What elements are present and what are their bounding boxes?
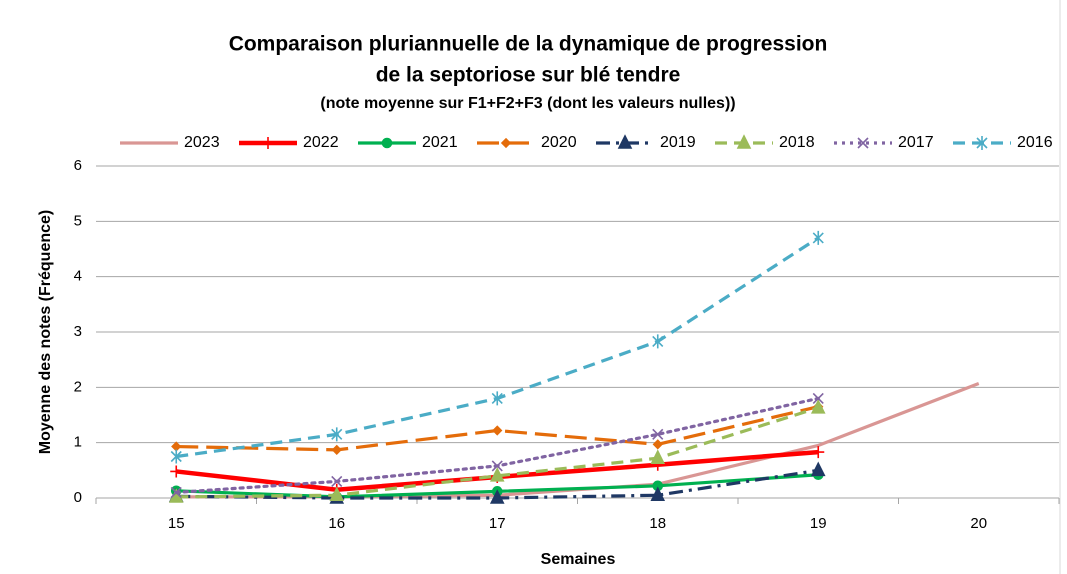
marker xyxy=(736,134,752,149)
legend-label: 2023 xyxy=(184,134,220,151)
marker xyxy=(331,475,343,487)
marker xyxy=(652,428,664,440)
x-tick-label: 15 xyxy=(168,515,185,532)
marker xyxy=(652,439,663,450)
marker xyxy=(617,134,633,149)
y-tick-label: 4 xyxy=(74,268,82,285)
marker xyxy=(650,486,666,502)
marker xyxy=(976,136,988,150)
marker xyxy=(857,137,869,149)
marker xyxy=(810,461,826,477)
marker xyxy=(812,392,824,404)
chart-subtitle: (note moyenne sur F1+F2+F3 (dont les val… xyxy=(320,95,735,112)
marker xyxy=(810,399,826,414)
marker xyxy=(812,446,825,459)
marker xyxy=(262,137,274,149)
legend-label: 2018 xyxy=(779,134,815,151)
chart-title: Comparaison pluriannuelle de la dynamiqu… xyxy=(229,33,828,56)
series-line xyxy=(176,406,819,499)
legend-label: 2019 xyxy=(660,134,696,151)
series-line xyxy=(176,236,820,459)
series-line xyxy=(176,405,819,452)
marker xyxy=(329,486,345,502)
marker xyxy=(491,460,503,472)
legend-label: 2021 xyxy=(422,134,458,151)
marker xyxy=(170,449,182,464)
marker xyxy=(331,444,342,455)
x-tick-label: 20 xyxy=(970,515,987,532)
marker xyxy=(500,137,512,149)
y-tick-label: 1 xyxy=(74,434,82,451)
marker xyxy=(170,486,182,499)
chart-title-line2: de la septoriose sur blé tendre xyxy=(376,64,681,87)
y-tick-label: 3 xyxy=(74,323,82,340)
x-axis-label: Semaines xyxy=(541,551,616,568)
y-tick-label: 5 xyxy=(74,212,82,229)
marker xyxy=(170,465,183,478)
y-tick-label: 0 xyxy=(74,489,82,506)
marker xyxy=(650,449,666,464)
marker xyxy=(812,230,824,245)
legend-label: 2020 xyxy=(541,134,577,151)
legend-label: 2022 xyxy=(303,134,339,151)
x-tick-label: 17 xyxy=(489,515,506,532)
marker xyxy=(492,425,503,436)
marker xyxy=(489,489,505,504)
marker xyxy=(491,391,503,406)
marker xyxy=(171,441,182,452)
x-tick-label: 16 xyxy=(328,515,345,532)
x-tick-label: 18 xyxy=(649,515,666,532)
x-tick-label: 19 xyxy=(810,515,827,532)
y-tick-label: 2 xyxy=(74,378,82,395)
y-axis-label: Moyenne des notes (Fréquence) xyxy=(37,210,54,455)
marker xyxy=(489,467,505,482)
marker xyxy=(381,137,393,149)
legend-label: 2016 xyxy=(1017,134,1053,151)
legend-label: 2017 xyxy=(898,134,934,151)
marker xyxy=(331,427,343,442)
marker xyxy=(652,334,664,349)
y-tick-label: 6 xyxy=(74,157,82,174)
